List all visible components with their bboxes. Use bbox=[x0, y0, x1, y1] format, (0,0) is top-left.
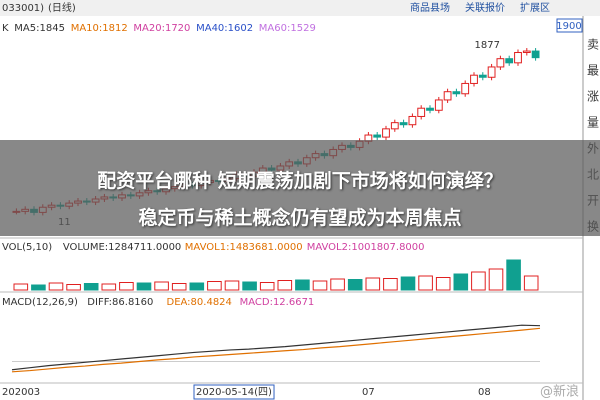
macd-line bbox=[11, 324, 541, 371]
candle bbox=[373, 134, 382, 138]
candle bbox=[443, 91, 452, 101]
tab: 关联报价 bbox=[465, 1, 505, 14]
cursor-date-box bbox=[193, 384, 275, 400]
x-label: 07 bbox=[362, 387, 375, 398]
volume-bar bbox=[31, 284, 46, 291]
volume-bar bbox=[471, 271, 486, 291]
price-box bbox=[556, 18, 583, 33]
candle bbox=[505, 58, 514, 64]
volume-bar bbox=[154, 281, 169, 291]
volume-bar bbox=[383, 278, 398, 291]
macd-legend: MACD(12,26,9) bbox=[2, 297, 78, 308]
x-label: 08 bbox=[478, 387, 491, 398]
headline-line: 配资平台哪种 短期震荡加剧下市场将如何演绎？ bbox=[97, 170, 503, 192]
volume-bar bbox=[435, 277, 451, 291]
x-label: 2020-05-14(四) bbox=[196, 387, 272, 398]
volume-bar bbox=[259, 282, 275, 291]
volume-bar bbox=[506, 259, 521, 291]
macd-legend: DIFF:86.8160 bbox=[87, 297, 153, 308]
candle bbox=[487, 66, 496, 78]
ma-legend: K bbox=[2, 23, 9, 34]
headline-banner bbox=[0, 140, 600, 236]
x-label: 202003 bbox=[2, 387, 40, 398]
volume-bar bbox=[207, 281, 222, 291]
ma-legend: MA60:1529 bbox=[259, 23, 316, 34]
volume-bar bbox=[136, 282, 152, 291]
volume-bar bbox=[13, 283, 29, 291]
side-label: 量 bbox=[587, 116, 599, 130]
candle bbox=[452, 91, 461, 95]
ma-legend: MA40:1602 bbox=[196, 23, 253, 34]
vol-legend: MAVOL1:1483681.0000 bbox=[185, 242, 303, 253]
side-label: 涨 bbox=[587, 89, 599, 104]
ma-legend: MA10:1812 bbox=[71, 23, 128, 34]
candle bbox=[461, 82, 470, 95]
macd-legend: MACD:12.6671 bbox=[240, 297, 315, 308]
ma-legend: MA5:1845 bbox=[14, 23, 65, 34]
candle bbox=[478, 74, 487, 78]
candle bbox=[514, 52, 522, 64]
volume-bar bbox=[453, 273, 469, 291]
volume-bar bbox=[83, 283, 99, 291]
volume-bar bbox=[523, 275, 539, 291]
code: 033001) bbox=[2, 3, 44, 14]
volume-bar bbox=[312, 280, 328, 291]
vol-legend: VOLUME:1284711.0000 bbox=[63, 242, 181, 253]
volume-bar bbox=[171, 283, 187, 291]
candle bbox=[434, 99, 443, 111]
volume-bar bbox=[101, 283, 117, 291]
candle bbox=[496, 58, 505, 68]
tab: 商品县场 bbox=[410, 1, 450, 14]
candle bbox=[390, 122, 399, 130]
candle bbox=[408, 115, 417, 126]
candle bbox=[426, 107, 434, 111]
candle bbox=[417, 107, 426, 117]
macd-line bbox=[11, 327, 541, 373]
header-bar bbox=[0, 0, 600, 16]
headline-line: 稳定币与稀土概念仍有望成为本周焦点 bbox=[138, 207, 462, 229]
volume-bar bbox=[66, 284, 81, 291]
candle bbox=[382, 128, 390, 138]
side-label: 卖 bbox=[587, 38, 599, 52]
volume-bar bbox=[330, 278, 345, 291]
tab: 扩展区 bbox=[520, 1, 550, 14]
vol-legend: MAVOL2:1001807.8000 bbox=[307, 242, 425, 253]
candle bbox=[470, 74, 478, 84]
volume-bar bbox=[400, 276, 416, 291]
volume-bar bbox=[418, 275, 433, 291]
watermark: @新浪 bbox=[540, 384, 579, 400]
volume-bar bbox=[48, 282, 64, 291]
period: (日线) bbox=[48, 1, 76, 14]
volume-bar bbox=[277, 280, 293, 291]
candle bbox=[531, 50, 540, 59]
volume-bar bbox=[189, 282, 205, 291]
macd-legend: DEA:80.4824 bbox=[167, 297, 232, 308]
candle bbox=[522, 50, 531, 54]
volume-bar bbox=[119, 282, 134, 291]
volume-bar bbox=[347, 279, 363, 291]
candle bbox=[399, 122, 408, 126]
volume-bar bbox=[365, 277, 381, 291]
volume-bar bbox=[488, 268, 504, 291]
price-box-text: 1900 bbox=[556, 21, 581, 32]
volume-bar bbox=[295, 279, 310, 291]
high-label: 1877 bbox=[475, 40, 500, 51]
volume-bar bbox=[224, 280, 240, 291]
side-label: 最 bbox=[587, 64, 599, 78]
volume-bar bbox=[242, 281, 257, 291]
vol-legend: VOL(5,10) bbox=[2, 242, 52, 253]
ma-legend: MA20:1720 bbox=[133, 23, 190, 34]
